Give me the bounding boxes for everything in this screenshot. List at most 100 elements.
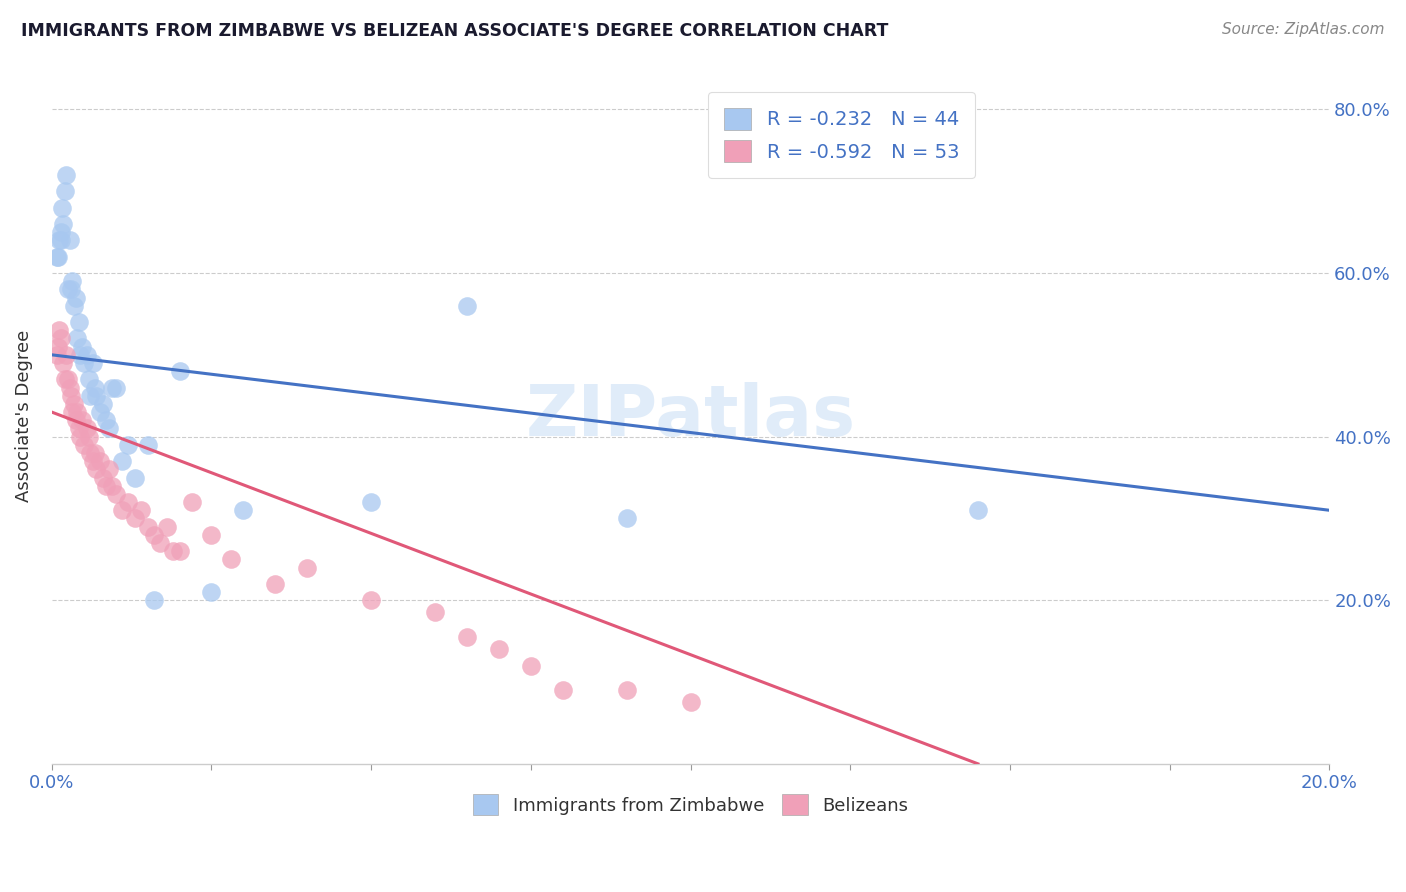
Point	[456, 630, 478, 644]
Point	[59, 282, 82, 296]
Point	[53, 372, 76, 386]
Point	[616, 511, 638, 525]
Point	[67, 315, 90, 329]
Point	[53, 184, 76, 198]
Point	[51, 233, 73, 247]
Point	[59, 389, 82, 403]
Point	[46, 340, 69, 354]
Point	[181, 495, 204, 509]
Point	[360, 495, 382, 509]
Point	[129, 503, 152, 517]
Point	[45, 250, 67, 264]
Point	[77, 429, 100, 443]
Point	[94, 413, 117, 427]
Point	[72, 340, 94, 354]
Legend: Immigrants from Zimbabwe, Belizeans: Immigrants from Zimbabwe, Belizeans	[464, 786, 917, 824]
Point	[65, 413, 87, 427]
Point	[51, 201, 73, 215]
Point	[423, 606, 446, 620]
Text: IMMIGRANTS FROM ZIMBABWE VS BELIZEAN ASSOCIATE'S DEGREE CORRELATION CHART: IMMIGRANTS FROM ZIMBABWE VS BELIZEAN ASS…	[21, 22, 889, 40]
Point	[149, 536, 172, 550]
Point	[84, 446, 107, 460]
Point	[98, 462, 121, 476]
Point	[55, 348, 77, 362]
Point	[48, 233, 70, 247]
Point	[82, 356, 104, 370]
Point	[104, 487, 127, 501]
Point	[91, 397, 114, 411]
Y-axis label: Associate's Degree: Associate's Degree	[15, 330, 32, 502]
Point	[94, 479, 117, 493]
Point	[60, 274, 83, 288]
Point	[65, 291, 87, 305]
Point	[51, 331, 73, 345]
Point	[60, 405, 83, 419]
Point	[73, 356, 96, 370]
Point	[679, 696, 702, 710]
Point	[52, 356, 75, 370]
Point	[67, 421, 90, 435]
Text: ZIPatlas: ZIPatlas	[526, 382, 856, 450]
Point	[52, 217, 75, 231]
Point	[56, 282, 79, 296]
Point	[264, 577, 287, 591]
Point	[82, 454, 104, 468]
Point	[200, 528, 222, 542]
Point	[48, 323, 70, 337]
Point	[98, 421, 121, 435]
Point	[59, 233, 82, 247]
Point	[63, 299, 86, 313]
Point	[360, 593, 382, 607]
Point	[79, 446, 101, 460]
Point	[63, 397, 86, 411]
Point	[124, 470, 146, 484]
Point	[488, 642, 510, 657]
Point	[117, 438, 139, 452]
Point	[162, 544, 184, 558]
Point	[84, 380, 107, 394]
Point	[86, 389, 108, 403]
Point	[69, 429, 91, 443]
Point	[77, 372, 100, 386]
Point	[45, 348, 67, 362]
Point	[101, 380, 124, 394]
Point	[111, 503, 134, 517]
Point	[111, 454, 134, 468]
Point	[59, 380, 82, 394]
Point	[91, 470, 114, 484]
Point	[169, 364, 191, 378]
Point	[200, 585, 222, 599]
Point	[219, 552, 242, 566]
Point	[104, 380, 127, 394]
Point	[136, 519, 159, 533]
Point	[76, 421, 98, 435]
Point	[86, 462, 108, 476]
Point	[967, 503, 990, 517]
Point	[46, 250, 69, 264]
Point	[551, 683, 574, 698]
Point	[136, 438, 159, 452]
Point	[456, 299, 478, 313]
Point	[124, 511, 146, 525]
Point	[76, 348, 98, 362]
Point	[56, 372, 79, 386]
Point	[169, 544, 191, 558]
Point	[101, 479, 124, 493]
Point	[142, 528, 165, 542]
Point	[117, 495, 139, 509]
Point	[69, 348, 91, 362]
Point	[297, 560, 319, 574]
Point	[616, 683, 638, 698]
Point	[156, 519, 179, 533]
Point	[520, 658, 543, 673]
Point	[232, 503, 254, 517]
Text: Source: ZipAtlas.com: Source: ZipAtlas.com	[1222, 22, 1385, 37]
Point	[89, 454, 111, 468]
Point	[142, 593, 165, 607]
Point	[66, 405, 89, 419]
Point	[49, 225, 72, 239]
Point	[79, 389, 101, 403]
Point	[72, 413, 94, 427]
Point	[55, 168, 77, 182]
Point	[66, 331, 89, 345]
